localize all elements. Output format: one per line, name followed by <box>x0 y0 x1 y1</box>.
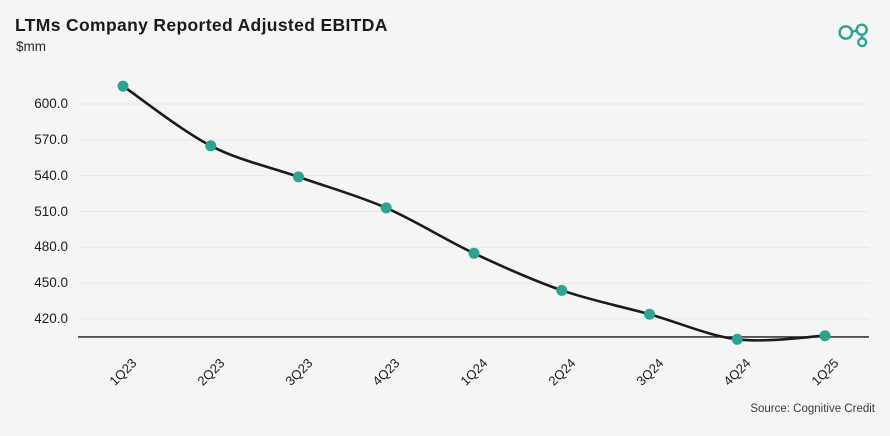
y-tick-label-450: 450.0 <box>34 275 68 291</box>
logo-small-circle <box>857 37 868 48</box>
y-tick-label-480: 480.0 <box>34 239 68 255</box>
data-point-4Q23 <box>380 202 392 214</box>
y-tick-label-420: 420.0 <box>34 311 68 326</box>
y-tick-label-540: 540.0 <box>34 167 68 183</box>
data-point-1Q24 <box>468 247 480 259</box>
y-tick-label-600: 600.0 <box>34 96 68 111</box>
data-point-3Q24 <box>644 308 655 320</box>
cognitive-credit-logo-icon <box>838 23 868 48</box>
y-tick-label-510: 510.0 <box>34 203 68 219</box>
data-point-2Q24 <box>556 284 568 296</box>
data-point-1Q23 <box>117 80 129 92</box>
data-point-3Q23 <box>293 171 304 183</box>
data-point-2Q23 <box>205 140 217 152</box>
data-point-1Q25 <box>819 330 831 342</box>
source-note: Source: Cognitive Credit <box>750 403 875 415</box>
data-point-4Q24 <box>731 333 743 345</box>
ebitda-series-line <box>121 84 827 342</box>
y-tick-label-570: 570.0 <box>34 131 68 147</box>
chart-title: LTMs Company Reported Adjusted EBITDA <box>15 15 388 35</box>
chart-unit-label: $mm <box>16 39 46 54</box>
